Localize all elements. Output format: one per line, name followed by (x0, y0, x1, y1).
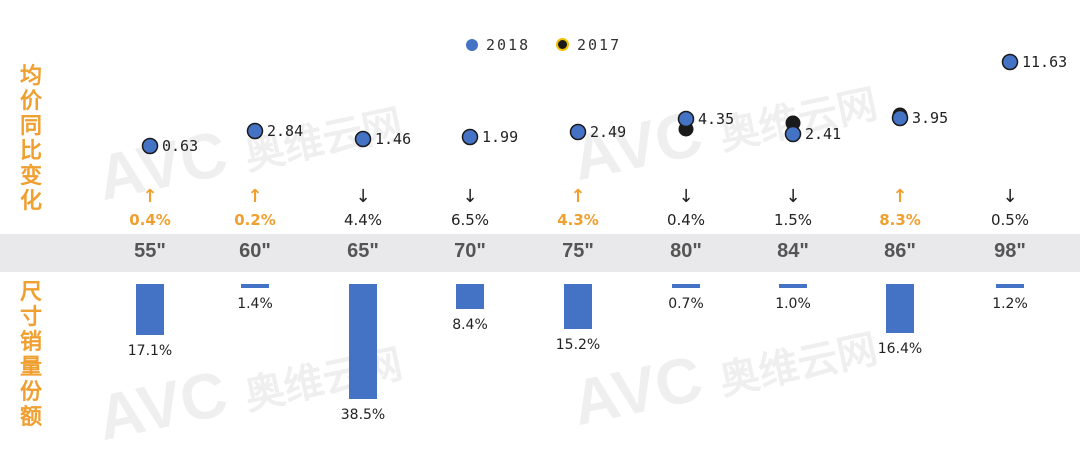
legend-item-2017: 2017 (556, 36, 621, 54)
share-value-label: 16.4% (877, 340, 923, 357)
share-value-label: 0.7% (668, 296, 704, 312)
share-value-label: 38.5% (340, 407, 386, 423)
point-2018-2 (354, 130, 372, 148)
share-bar-7 (886, 284, 914, 333)
price-change-pct: 4.3% (557, 211, 599, 229)
size-category-label: 60" (239, 240, 271, 262)
size-category-label: 80" (670, 240, 702, 262)
price-value-label: 2.84 (267, 122, 304, 140)
trend-arrow-icon: ↑ (142, 186, 158, 207)
price-change-pct: 0.4% (129, 211, 171, 229)
price-value-label: 11.63 (1022, 53, 1068, 71)
point-2018-1 (246, 122, 264, 140)
point-2018-8 (1001, 53, 1019, 71)
price-change-pct: 0.4% (666, 211, 706, 229)
size-category-label: 55" (134, 240, 166, 262)
legend-2017-icon (556, 38, 569, 51)
share-bar-2 (349, 284, 377, 399)
share-axis-label: 尺寸销量份额 (19, 280, 42, 430)
point-2018-3 (461, 128, 479, 146)
price-change-pct: 0.2% (234, 211, 276, 229)
share-bar-1 (241, 284, 269, 289)
price-change-pct: 1.5% (773, 211, 813, 229)
point-2018-4 (569, 123, 587, 141)
trend-arrow-icon: ↑ (570, 186, 586, 207)
trend-arrow-icon: ↓ (1002, 186, 1018, 207)
size-category-label: 98" (994, 240, 1026, 262)
point-2018-7 (891, 109, 909, 127)
share-bar-5 (672, 284, 700, 288)
trend-arrow-icon: ↓ (785, 186, 801, 207)
share-value-label: 8.4% (452, 317, 488, 334)
price-value-label: 2.41 (805, 125, 842, 143)
size-category-label: 70" (454, 240, 486, 262)
share-value-label: 1.2% (992, 296, 1028, 312)
point-2018-6 (784, 125, 802, 143)
price-change-pct: 8.3% (879, 211, 921, 229)
size-category-label: 84" (777, 240, 809, 262)
share-value-label: 1.0% (775, 296, 811, 312)
price-change-pct: 4.4% (343, 211, 383, 229)
price-change-pct: 6.5% (450, 211, 490, 229)
share-value-label: 1.4% (237, 296, 273, 313)
trend-arrow-icon: ↑ (892, 186, 908, 207)
price-change-pct: 0.5% (990, 211, 1030, 229)
size-category-label: 65" (347, 240, 379, 262)
price-value-label: 2.49 (590, 123, 627, 141)
legend-2018-icon (466, 39, 478, 51)
share-bar-4 (564, 284, 592, 330)
share-value-label: 17.1% (127, 343, 173, 360)
price-value-label: 1.99 (482, 128, 519, 146)
size-band (0, 234, 1080, 272)
trend-arrow-icon: ↓ (678, 186, 694, 207)
trend-arrow-icon: ↑ (247, 186, 263, 207)
price-value-label: 0.63 (162, 137, 199, 155)
legend-item-2018: 2018 (466, 36, 530, 54)
size-category-label: 75" (562, 240, 594, 262)
trend-arrow-icon: ↓ (462, 186, 478, 207)
point-2018-0 (141, 137, 159, 155)
price-change-axis-label: 均价同比变化 (19, 64, 42, 214)
price-value-label: 1.46 (375, 130, 412, 148)
share-value-label: 15.2% (555, 337, 601, 354)
share-bar-0 (136, 284, 164, 336)
price-value-label: 4.35 (698, 110, 735, 128)
trend-arrow-icon: ↓ (355, 186, 371, 207)
share-bar-8 (996, 284, 1024, 288)
share-bar-6 (779, 284, 807, 288)
size-category-label: 86" (884, 240, 916, 262)
price-value-label: 3.95 (912, 109, 949, 127)
share-bar-3 (456, 284, 484, 310)
point-2018-5 (677, 110, 695, 128)
